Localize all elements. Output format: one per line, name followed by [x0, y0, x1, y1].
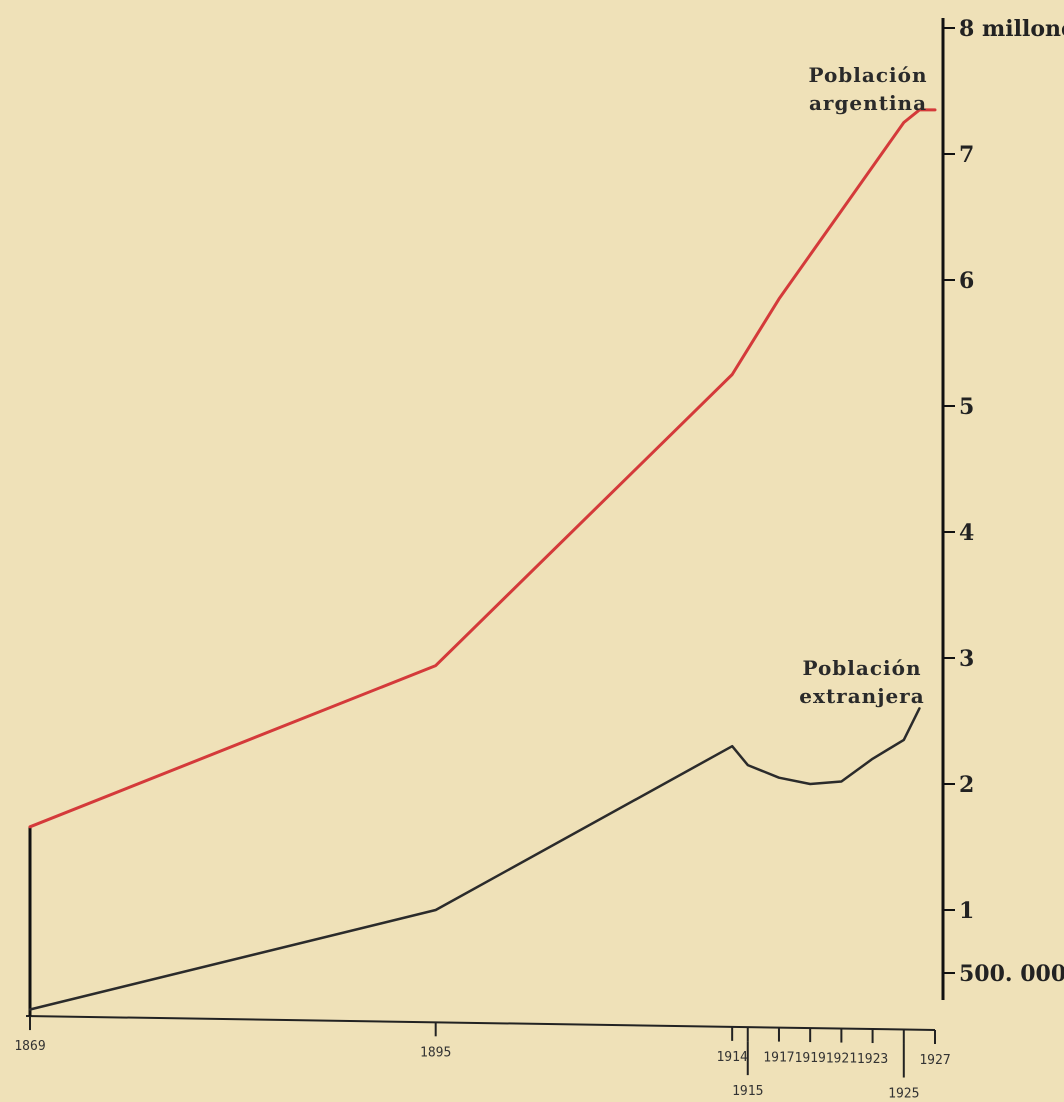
x-tick-label: 1895 [420, 1045, 451, 1060]
y-tick-label: 3 [959, 646, 974, 672]
axes [25, 18, 955, 1078]
series-label-argentina-line1: Población [808, 63, 927, 87]
x-tick-label: 1869 [14, 1039, 45, 1054]
y-tick-label: 6 [959, 268, 974, 294]
x-tick-label: 1923 [857, 1052, 888, 1067]
x-tick-label: 1927 [919, 1053, 950, 1068]
series-lines [28, 108, 937, 1011]
series-label-extranjera-line2: extranjera [799, 684, 924, 708]
labels: 500. 000 1 2 3 4 5 6 7 8 millones 1869 1895 1914 191… [14, 16, 1064, 1102]
y-tick-label: 4 [959, 520, 974, 546]
y-tick-label: 8 millones [959, 16, 1064, 42]
y-tick-label: 1 [959, 898, 974, 924]
x-tick-label: 1915 [732, 1084, 763, 1099]
series-line-argentina [28, 108, 937, 829]
x-axis-line [25, 1015, 936, 1031]
y-tick-label: 7 [959, 142, 974, 168]
series-line-extranjera [28, 707, 921, 1011]
y-tick-label: 500. 000 [959, 961, 1064, 987]
x-tick-label: 1917 [763, 1051, 794, 1066]
series-label-extranjera-line1: Población [802, 656, 921, 680]
x-tick-label: 1914 [716, 1050, 747, 1065]
y-tick-label: 5 [959, 394, 974, 420]
series-label-argentina-line2: argentina [809, 91, 927, 115]
x-tick-label: 1925 [888, 1087, 919, 1102]
x-tick-label: 1919 [795, 1051, 826, 1066]
x-tick-label: 1921 [826, 1052, 857, 1067]
y-tick-label: 2 [959, 772, 974, 798]
